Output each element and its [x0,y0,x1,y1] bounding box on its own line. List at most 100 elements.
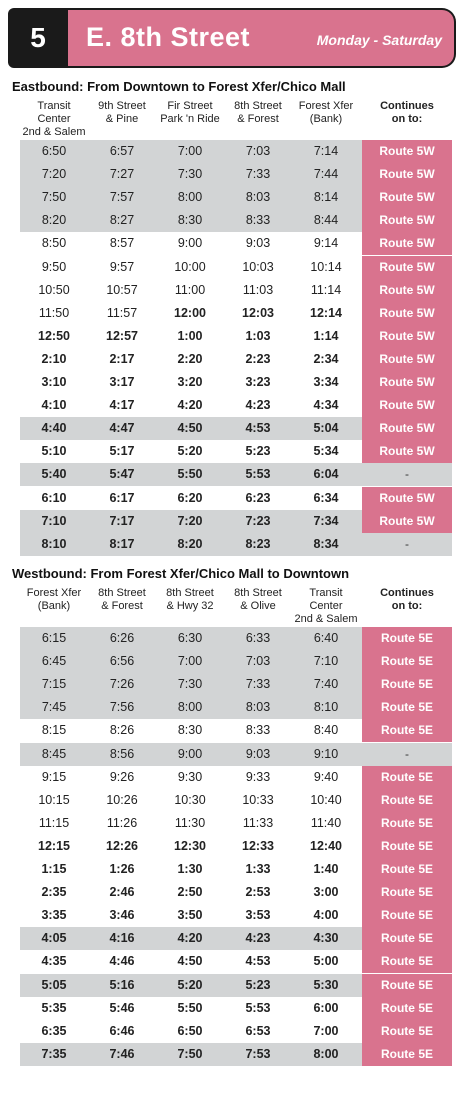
time-cell: 12:15 [38,838,70,853]
continues-cell: Route 5W [362,232,452,256]
time-cell: 6:10 [41,490,67,505]
time-cell: 7:27 [109,167,135,182]
time-cell: 8:27 [109,213,135,228]
time-cell: 6:00 [313,1000,339,1015]
row-shade [20,509,362,533]
table-row: 10:50 10:57 11:00 11:03 11:14 Route 5W [20,278,452,302]
continues-cell: Route 5W [362,278,452,302]
column-header-line: 2nd & Salem [22,126,86,138]
column-header-line: (Bank) [37,600,71,612]
table-row: 9:15 9:26 9:30 9:33 9:40 Route 5E [20,765,452,789]
time-cell: 4:20 [177,931,203,946]
continues-cell: Route 5W [362,163,452,187]
time-cell: 10:26 [106,792,138,807]
continues-cell: Route 5W [362,394,452,418]
time-cell: 2:34 [313,351,339,366]
time-cell: 1:03 [245,328,271,343]
time-cell: 8:00 [177,700,203,715]
table-row: 1:15 1:26 1:30 1:33 1:40 Route 5E [20,858,452,881]
column-header-line: & Pine [105,113,139,125]
time-cell: 7:10 [41,513,67,528]
row-shade [20,650,362,674]
column-header-line: & Forest [101,600,143,612]
time-cell: 7:15 [41,677,67,692]
time-cell: 7:03 [245,144,271,158]
time-cell: 3:50 [177,908,203,923]
time-cell: 6:23 [245,490,271,505]
row-shade [20,532,362,556]
continues-cell: Route 5E [362,950,452,974]
time-cell: 2:17 [109,351,135,366]
time-cell: 8:23 [245,536,271,551]
continues-cell: Route 5E [362,973,452,997]
column-header: Forest Xfer (Bank) [292,100,360,126]
time-cell: 6:53 [245,1023,271,1038]
time-cell: 4:10 [41,398,67,413]
table-row: 12:15 12:26 12:30 12:33 12:40 Route 5E [20,834,452,858]
time-cell: 2:50 [177,885,203,900]
column-header-line: 8th Street [166,587,214,599]
time-cell: 8:33 [245,213,271,228]
time-cell: 5:00 [313,954,339,969]
continues-cell: Route 5W [362,140,452,163]
time-cell: 4:35 [41,954,67,969]
continues-cell: Route 5W [362,509,452,533]
table-row: 4:10 4:17 4:20 4:23 4:34 Route 5W [20,394,452,418]
time-cell: 5:46 [109,1000,135,1015]
continues-cell: Route 5E [362,996,452,1020]
time-cell: 4:50 [177,421,203,436]
column-header: Transit Center 2nd & Salem [20,100,88,139]
continues-cell: Route 5W [362,301,452,325]
table-row: 6:35 6:46 6:50 6:53 7:00 Route 5E [20,1019,452,1043]
continues-cell: Route 5W [362,324,452,348]
time-cell: 7:03 [245,654,271,669]
continues-cell: Route 5E [362,1042,452,1066]
column-header: Forest Xfer (Bank) [20,587,88,613]
time-cell: 5:30 [313,977,339,992]
time-cell: 4:23 [245,398,271,413]
time-cell: 4:53 [245,421,271,436]
column-header-line: on to: [391,113,423,125]
time-cell: 8:45 [41,746,67,761]
table-row: 7:50 7:57 8:00 8:03 8:14 Route 5W [20,186,452,210]
route-title-bar: E. 8th Street Monday - Saturday [68,8,456,68]
time-cell: 3:23 [245,375,271,389]
time-cell: 9:33 [245,769,271,784]
time-cell: 5:53 [245,1000,271,1015]
time-cell: 5:20 [177,977,203,992]
time-cell: 3:10 [41,375,67,389]
time-cell: 3:46 [109,908,135,923]
time-cell: 7:33 [245,677,271,692]
table-row: 3:10 3:17 3:20 3:23 3:34 Route 5W [20,371,452,394]
table-row: 12:50 12:57 1:00 1:03 1:14 Route 5W [20,324,452,348]
table-row: 6:10 6:17 6:20 6:23 6:34 Route 5W [20,486,452,510]
time-cell: 7:20 [177,513,203,528]
table-row: 2:35 2:46 2:50 2:53 3:00 Route 5E [20,881,452,905]
table-row: 2:10 2:17 2:20 2:23 2:34 Route 5W [20,347,452,371]
table-row: 4:05 4:16 4:20 4:23 4:30 Route 5E [20,927,452,951]
time-cell: 8:00 [313,1046,339,1061]
column-header-line: 9th Street [98,100,146,112]
continues-cell: Route 5W [362,417,452,441]
table-row: 9:50 9:57 10:00 10:03 10:14 Route 5W [20,255,452,279]
time-cell: 8:17 [109,536,135,551]
time-cell: 1:14 [313,328,339,343]
table-row: 7:35 7:46 7:50 7:53 8:00 Route 5E [20,1042,452,1066]
time-cell: 6:50 [41,144,67,158]
time-cell: 9:50 [41,259,67,274]
time-cell: 12:26 [106,838,138,853]
continues-cell: - [362,742,452,766]
time-cell: 11:03 [242,282,274,297]
table-row: 6:15 6:26 6:30 6:33 6:40 Route 5E [20,627,452,650]
column-header: Continues on to: [362,587,452,613]
time-cell: 4:23 [245,931,271,946]
table-row: 7:45 7:56 8:00 8:03 8:10 Route 5E [20,696,452,720]
table-row: 5:05 5:16 5:20 5:23 5:30 Route 5E [20,973,452,997]
time-cell: 5:23 [245,444,271,459]
time-cell: 10:40 [310,792,342,807]
time-cell: 7:46 [109,1046,135,1061]
time-cell: 11:26 [106,815,138,830]
continues-cell: Route 5E [362,1019,452,1043]
time-cell: 2:35 [41,885,67,900]
column-header-line: & Hwy 32 [166,600,214,612]
